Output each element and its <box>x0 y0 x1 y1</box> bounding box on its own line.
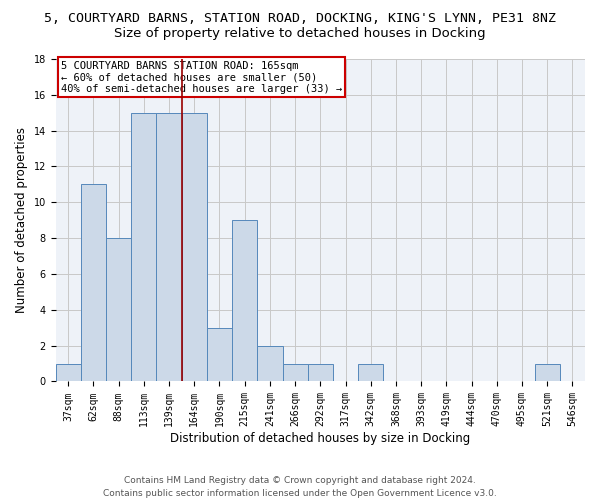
Text: 5, COURTYARD BARNS, STATION ROAD, DOCKING, KING'S LYNN, PE31 8NZ: 5, COURTYARD BARNS, STATION ROAD, DOCKIN… <box>44 12 556 26</box>
Bar <box>358 364 383 382</box>
Bar <box>308 364 333 382</box>
Text: 5 COURTYARD BARNS STATION ROAD: 165sqm
← 60% of detached houses are smaller (50): 5 COURTYARD BARNS STATION ROAD: 165sqm ←… <box>61 60 342 94</box>
Bar <box>283 364 308 382</box>
Y-axis label: Number of detached properties: Number of detached properties <box>15 127 28 313</box>
Bar <box>257 346 283 382</box>
Bar <box>232 220 257 382</box>
Bar <box>131 112 157 382</box>
Bar <box>56 364 81 382</box>
X-axis label: Distribution of detached houses by size in Docking: Distribution of detached houses by size … <box>170 432 470 445</box>
Text: Size of property relative to detached houses in Docking: Size of property relative to detached ho… <box>114 28 486 40</box>
Bar <box>157 112 182 382</box>
Bar <box>106 238 131 382</box>
Bar <box>535 364 560 382</box>
Bar <box>207 328 232 382</box>
Bar <box>81 184 106 382</box>
Text: Contains HM Land Registry data © Crown copyright and database right 2024.
Contai: Contains HM Land Registry data © Crown c… <box>103 476 497 498</box>
Bar <box>182 112 207 382</box>
